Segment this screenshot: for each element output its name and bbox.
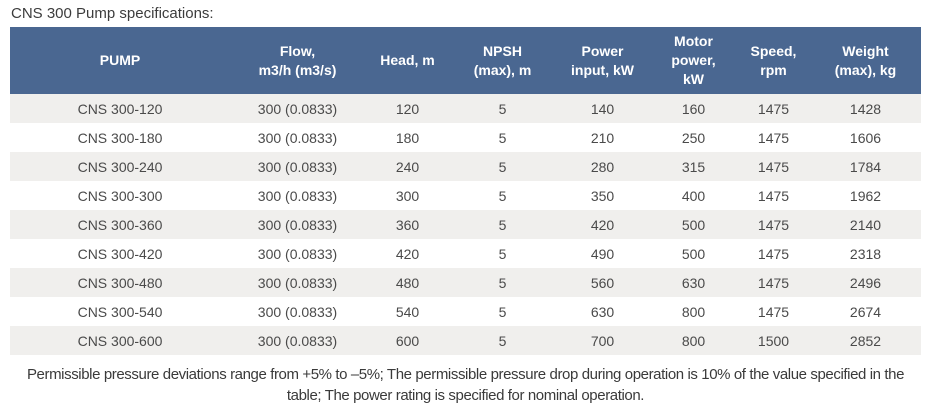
footnote: Permissible pressure deviations range fr…	[26, 366, 905, 404]
table-cell: 2496	[849, 274, 882, 291]
table-cell: 120	[395, 100, 420, 117]
table-cell: 2852	[849, 332, 882, 349]
column-header-speed: Speed, rpm	[737, 27, 810, 94]
table-cell: 360	[395, 216, 420, 233]
table-cell: 300 (0.0833)	[257, 303, 338, 320]
table-cell: 630	[681, 274, 706, 291]
table-row: CNS 300-420 300 (0.0833) 420 5 490 500 1475 231…	[10, 239, 921, 268]
table-cell: 5	[498, 158, 507, 175]
table-cell: 1475	[757, 187, 790, 204]
column-header-flow: Flow, m3/h (m3/s)	[230, 27, 365, 94]
table-cell: 240	[395, 158, 420, 175]
table-cell: 5	[498, 274, 507, 291]
table-cell: 350	[590, 187, 615, 204]
table-cell: 160	[681, 100, 706, 117]
table-cell: CNS 300-120	[77, 100, 163, 117]
table-cell: 5	[498, 332, 507, 349]
table-cell: 2140	[849, 216, 882, 233]
table-cell: 1606	[849, 129, 882, 146]
table-body: CNS 300-120 300 (0.0833) 120 5 140 160 1475 142…	[10, 94, 921, 355]
table-cell: 1475	[757, 274, 790, 291]
pump-spec-table: PUMP Flow, m3/h (m3/s) Head, m NPSH (max…	[10, 27, 921, 355]
table-cell: 300 (0.0833)	[257, 274, 338, 291]
table-cell: 300 (0.0833)	[257, 129, 338, 146]
column-header-head: Head, m	[365, 27, 450, 94]
table-row: CNS 300-300 300 (0.0833) 300 5 350 400 1475 196…	[10, 181, 921, 210]
table-cell: 1475	[757, 158, 790, 175]
table-cell: 420	[590, 216, 615, 233]
table-cell: 300 (0.0833)	[257, 187, 338, 204]
table-cell: 540	[395, 303, 420, 320]
table-header: PUMP Flow, m3/h (m3/s) Head, m NPSH (max…	[10, 27, 921, 94]
table-cell: 1475	[757, 129, 790, 146]
table-cell: 280	[590, 158, 615, 175]
table-cell: 420	[395, 245, 420, 262]
table-cell: CNS 300-600	[77, 332, 163, 349]
table-cell: 630	[590, 303, 615, 320]
table-cell: 1475	[757, 245, 790, 262]
table-cell: CNS 300-540	[77, 303, 163, 320]
table-cell: 300 (0.0833)	[257, 332, 338, 349]
table-cell: 5	[498, 187, 507, 204]
table-cell: 300	[395, 187, 420, 204]
table-cell: 5	[498, 303, 507, 320]
table-cell: CNS 300-420	[77, 245, 163, 262]
table-cell: 140	[590, 100, 615, 117]
column-header-motor-power: Motor power, kW	[650, 27, 737, 94]
table-cell: 700	[590, 332, 615, 349]
table-cell: 210	[590, 129, 615, 146]
table-cell: CNS 300-300	[77, 187, 163, 204]
table-row: CNS 300-480 300 (0.0833) 480 5 560 630 1475 249…	[10, 268, 921, 297]
table-cell: 300 (0.0833)	[257, 216, 338, 233]
column-header-power-input: Power input, kW	[555, 27, 650, 94]
table-cell: 490	[590, 245, 615, 262]
table-cell: 1475	[757, 100, 790, 117]
table-cell: 300 (0.0833)	[257, 158, 338, 175]
table-header-row: PUMP Flow, m3/h (m3/s) Head, m NPSH (max…	[10, 27, 921, 94]
table-cell: 800	[681, 332, 706, 349]
table-cell: 500	[681, 245, 706, 262]
table-cell: CNS 300-240	[77, 158, 163, 175]
table-cell: 400	[681, 187, 706, 204]
table-cell: 600	[395, 332, 420, 349]
table-cell: 800	[681, 303, 706, 320]
table-cell: 2318	[849, 245, 882, 262]
table-row: CNS 300-120 300 (0.0833) 120 5 140 160 1475 142…	[10, 94, 921, 123]
table-row: CNS 300-540 300 (0.0833) 540 5 630 800 1475 267…	[10, 297, 921, 326]
table-cell: 480	[395, 274, 420, 291]
table-cell: 1475	[757, 216, 790, 233]
table-cell: CNS 300-360	[77, 216, 163, 233]
table-cell: 5	[498, 245, 507, 262]
table-row: CNS 300-180 300 (0.0833) 180 5 210 250 1475 160…	[10, 123, 921, 152]
page-title: CNS 300 Pump specifications:	[11, 5, 214, 22]
table-cell: 300 (0.0833)	[257, 245, 338, 262]
table-row: CNS 300-360 300 (0.0833) 360 5 420 500 1475 214…	[10, 210, 921, 239]
table-cell: 1428	[849, 100, 882, 117]
table-cell: 1962	[849, 187, 882, 204]
column-header-pump: PUMP	[10, 27, 230, 94]
table-cell: 180	[395, 129, 420, 146]
table-cell: 500	[681, 216, 706, 233]
table-cell: CNS 300-180	[77, 129, 163, 146]
table-cell: 1475	[757, 303, 790, 320]
table-cell: 300 (0.0833)	[257, 100, 338, 117]
table-cell: 5	[498, 100, 507, 117]
table-cell: 1500	[757, 332, 790, 349]
table-cell: 560	[590, 274, 615, 291]
column-header-npsh: NPSH (max), m	[450, 27, 555, 94]
table-cell: CNS 300-480	[77, 274, 163, 291]
table-row: CNS 300-240 300 (0.0833) 240 5 280 315 1475 178…	[10, 152, 921, 181]
table-cell: 2674	[849, 303, 882, 320]
table-cell: 315	[681, 158, 706, 175]
table-cell: 250	[681, 129, 706, 146]
column-header-weight: Weight (max), kg	[810, 27, 921, 94]
table-cell: 1784	[849, 158, 882, 175]
table-cell: 5	[498, 129, 507, 146]
table-row: CNS 300-600 300 (0.0833) 600 5 700 800 1500 285…	[10, 326, 921, 355]
table-cell: 5	[498, 216, 507, 233]
